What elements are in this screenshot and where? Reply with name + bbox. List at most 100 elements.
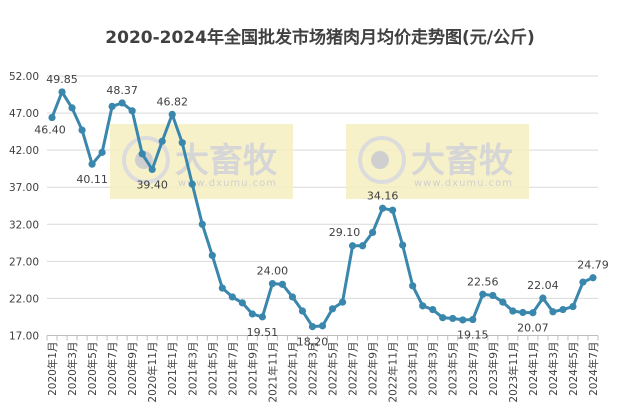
data-point: [509, 307, 517, 315]
data-point: [318, 322, 327, 330]
x-tick-label: 2022年3月: [306, 342, 319, 396]
data-label: 29.10: [329, 226, 361, 239]
data-point: [579, 278, 587, 286]
y-tick-label: 42.00: [9, 145, 39, 157]
data-point: [308, 323, 317, 331]
watermark-brand: 大畜牧: [175, 141, 278, 181]
data-point: [128, 107, 136, 115]
data-point: [328, 305, 337, 313]
watermark-logo-icon: [358, 136, 406, 184]
x-tick-label: 2020年5月: [86, 342, 99, 396]
data-point: [278, 280, 287, 288]
y-tick-label: 22.00: [9, 293, 39, 305]
data-point: [469, 315, 477, 324]
x-tick-label: 2023年3月: [427, 342, 440, 396]
data-label: 20.07: [517, 322, 549, 335]
data-point: [569, 302, 577, 311]
data-label: 40.11: [76, 173, 108, 186]
data-label: 18.20: [297, 336, 329, 349]
data-label: 24.79: [577, 259, 609, 272]
x-tick-label: 2021年3月: [186, 342, 199, 396]
data-point: [258, 313, 266, 321]
data-point: [98, 148, 106, 156]
data-point: [288, 293, 297, 301]
data-point: [419, 302, 427, 310]
data-point: [268, 280, 277, 288]
x-tick-label: 2023年5月: [447, 342, 460, 396]
data-point: [298, 307, 307, 315]
data-label: 19.51: [247, 326, 279, 339]
y-tick-label: 27.00: [9, 256, 39, 268]
x-tick-label: 2022年7月: [347, 342, 360, 396]
data-point: [529, 309, 537, 317]
x-tick-label: 2024年1月: [527, 342, 540, 396]
data-point: [559, 305, 567, 314]
x-tick-label: 2023年1月: [407, 342, 420, 396]
data-point: [158, 137, 166, 145]
watermark-url: www.dxumu.com: [178, 178, 277, 189]
data-point: [399, 241, 407, 249]
data-label: 22.04: [527, 279, 559, 292]
x-tick-label: 2020年3月: [66, 342, 79, 396]
data-label: 19.15: [457, 329, 489, 342]
data-label: 39.40: [136, 178, 168, 191]
data-point: [499, 298, 507, 306]
x-tick-label: 2024年3月: [547, 342, 560, 396]
data-label: 22.56: [467, 275, 499, 288]
x-tick-label: 2022年5月: [327, 342, 340, 396]
data-point: [228, 293, 236, 301]
data-label: 49.85: [46, 73, 78, 86]
watermark-url: www.dxumu.com: [414, 178, 513, 189]
data-point: [238, 299, 246, 307]
x-tick-label: 2020年1月: [46, 342, 59, 396]
data-point: [78, 126, 86, 134]
data-point: [589, 274, 597, 282]
x-tick-label: 2021年1月: [166, 342, 179, 396]
data-point: [449, 314, 457, 323]
watermark-logo-icon: [371, 151, 389, 169]
x-tick-label: 2024年7月: [587, 342, 600, 396]
data-point: [358, 242, 367, 250]
data-point: [68, 104, 76, 112]
data-point: [389, 206, 397, 214]
x-tick-label: 2020年9月: [126, 342, 139, 396]
x-tick-label: 2020年11月: [146, 342, 159, 403]
x-tick-label: 2022年1月: [286, 342, 299, 396]
data-point: [459, 316, 467, 324]
data-point: [88, 160, 96, 168]
data-point: [168, 110, 176, 119]
data-label: 46.82: [156, 95, 188, 108]
chart-title: 2020-2024年全国批发市场猪肉月均价走势图(元/公斤): [105, 27, 534, 48]
data-point: [58, 88, 66, 96]
data-point: [248, 310, 256, 318]
data-point: [208, 251, 216, 260]
data-point: [539, 294, 547, 302]
data-point: [138, 150, 146, 158]
data-point: [479, 290, 487, 298]
data-point: [188, 180, 196, 188]
data-label: 48.37: [106, 84, 138, 97]
data-point: [148, 165, 156, 174]
x-tick-label: 2024年5月: [567, 342, 580, 396]
x-tick-label: 2023年7月: [467, 341, 480, 395]
data-point: [348, 242, 357, 250]
x-tick-label: 2021年11月: [266, 342, 279, 403]
x-tick-label: 2021年7月: [226, 342, 239, 396]
data-point: [338, 298, 347, 306]
data-point: [118, 99, 126, 107]
data-point: [198, 220, 206, 228]
data-point: [178, 139, 186, 147]
y-tick-label: 52.00: [9, 71, 39, 83]
data-label: 34.16: [367, 189, 399, 202]
y-tick-label: 32.00: [9, 219, 39, 231]
x-tick-label: 2022年9月: [367, 342, 380, 396]
data-point: [48, 113, 56, 122]
x-tick-label: 2021年5月: [206, 342, 219, 396]
data-label: 46.40: [34, 124, 66, 137]
data-point: [409, 282, 417, 290]
data-point: [549, 308, 557, 316]
data-point: [519, 308, 527, 317]
y-tick-label: 47.00: [9, 108, 39, 120]
